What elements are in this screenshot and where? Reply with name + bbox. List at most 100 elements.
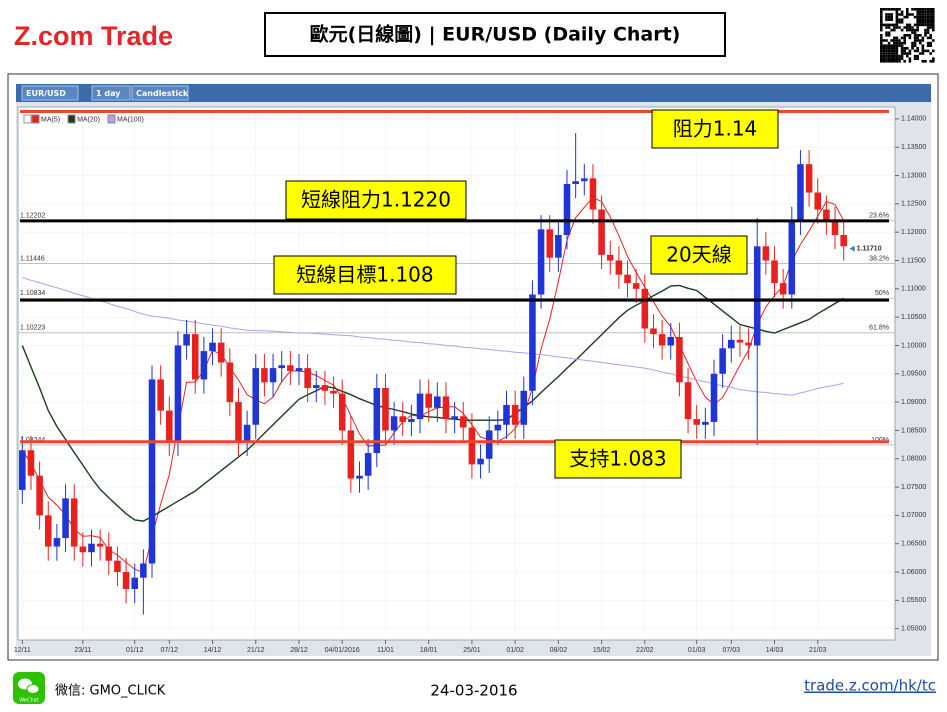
y-tick-label: 1.11500 bbox=[901, 257, 926, 264]
qr-cell bbox=[908, 28, 912, 32]
legend-swatch bbox=[67, 114, 76, 124]
qr-cell bbox=[929, 10, 932, 14]
qr-cell bbox=[919, 10, 922, 14]
candle-body bbox=[459, 416, 467, 428]
qr-cell bbox=[926, 18, 930, 21]
qr-cell bbox=[926, 28, 930, 32]
qr-cell bbox=[932, 23, 935, 27]
qr-cell bbox=[906, 54, 909, 58]
y-tick-label: 1.08500 bbox=[901, 427, 926, 434]
candle-body bbox=[373, 387, 381, 454]
qr-cell bbox=[906, 13, 909, 16]
qr-cell bbox=[885, 31, 888, 34]
qr-cell bbox=[916, 39, 919, 42]
candle-body bbox=[537, 229, 545, 295]
qr-cell bbox=[898, 54, 901, 58]
fib-value: 1.12202 bbox=[20, 213, 45, 220]
qr-cell bbox=[890, 49, 893, 53]
qr-cell bbox=[924, 13, 927, 16]
qr-cell bbox=[929, 26, 932, 29]
qr-cell bbox=[916, 8, 919, 11]
toolbar-button bbox=[131, 85, 189, 101]
qr-cell bbox=[887, 47, 891, 50]
candle-body bbox=[105, 546, 113, 561]
candle-body bbox=[88, 543, 95, 553]
qr-cell bbox=[887, 31, 891, 34]
y-tick-label: 1.05000 bbox=[901, 626, 926, 633]
qr-cell bbox=[921, 13, 925, 16]
qr-cell bbox=[921, 44, 925, 47]
qr-cell bbox=[900, 47, 904, 50]
qr-cell bbox=[908, 36, 912, 40]
qr-cell bbox=[916, 57, 919, 60]
qr-cell bbox=[932, 49, 935, 53]
qr-cell bbox=[887, 60, 891, 63]
qr-cell bbox=[911, 13, 914, 16]
qr-cell bbox=[880, 49, 883, 53]
qr-cell bbox=[921, 47, 925, 50]
x-tick-label: 28/12 bbox=[290, 647, 308, 654]
candle-body bbox=[667, 336, 675, 346]
qr-cell bbox=[885, 49, 888, 53]
qr-cell bbox=[921, 15, 925, 19]
qr-cell bbox=[921, 18, 925, 21]
qr-cell bbox=[887, 41, 891, 45]
qr-cell bbox=[903, 52, 906, 55]
qr-cell bbox=[880, 44, 883, 47]
qr-cell bbox=[895, 44, 899, 47]
qr-cell bbox=[882, 23, 886, 27]
candle-body bbox=[269, 368, 277, 383]
qr-cell bbox=[932, 18, 935, 21]
qr-cell bbox=[895, 8, 899, 11]
candle-body bbox=[555, 235, 562, 258]
title-box bbox=[264, 12, 726, 57]
candle-body bbox=[589, 178, 597, 210]
qr-cell bbox=[887, 54, 891, 58]
qr-cell bbox=[911, 44, 914, 47]
qr-cell bbox=[890, 15, 893, 19]
candle-body bbox=[390, 416, 398, 431]
candle-body bbox=[503, 404, 510, 425]
qr-cell bbox=[890, 39, 893, 42]
qr-cell bbox=[898, 8, 901, 11]
y-tick-label: 1.12500 bbox=[901, 201, 926, 208]
candle-body bbox=[736, 339, 744, 343]
wechat-bubble bbox=[26, 684, 40, 694]
x-tick-label: 08/02 bbox=[550, 647, 568, 654]
qr-cell bbox=[913, 41, 917, 45]
qr-cell bbox=[906, 8, 909, 11]
qr-cell bbox=[885, 13, 888, 16]
qr-cell bbox=[926, 31, 930, 34]
qr-cell bbox=[887, 23, 891, 27]
candle-body bbox=[624, 274, 631, 284]
qr-cell bbox=[932, 60, 935, 63]
qr-cell bbox=[885, 47, 888, 50]
qr-cell bbox=[880, 34, 883, 37]
qr-cell bbox=[921, 21, 925, 24]
qr-cell bbox=[890, 13, 893, 16]
fib-ratio: 50% bbox=[875, 290, 889, 297]
qr-cell bbox=[916, 26, 919, 29]
candle-body bbox=[356, 475, 363, 479]
qr-cell bbox=[932, 28, 935, 32]
website[interactable]: trade.z.com/hk/tc bbox=[804, 677, 936, 695]
qr-cell bbox=[900, 57, 904, 60]
qr-cell bbox=[890, 52, 893, 55]
qr-cell bbox=[929, 18, 932, 21]
candle-body bbox=[287, 365, 294, 371]
qr-cell bbox=[882, 60, 886, 63]
qr-cell bbox=[895, 21, 899, 24]
qr-cell bbox=[880, 8, 883, 11]
candle-body bbox=[131, 577, 139, 590]
candle-body bbox=[451, 416, 458, 420]
candle-body bbox=[719, 348, 726, 374]
qr-cell bbox=[921, 39, 925, 42]
qr-cell bbox=[880, 23, 883, 27]
qr-cell bbox=[880, 52, 883, 55]
y-tick-label: 1.08000 bbox=[901, 456, 926, 463]
qr-cell bbox=[929, 21, 932, 24]
qr-cell bbox=[911, 47, 914, 50]
candle-body bbox=[19, 450, 26, 490]
toolbar-label: 1 day bbox=[96, 89, 121, 98]
